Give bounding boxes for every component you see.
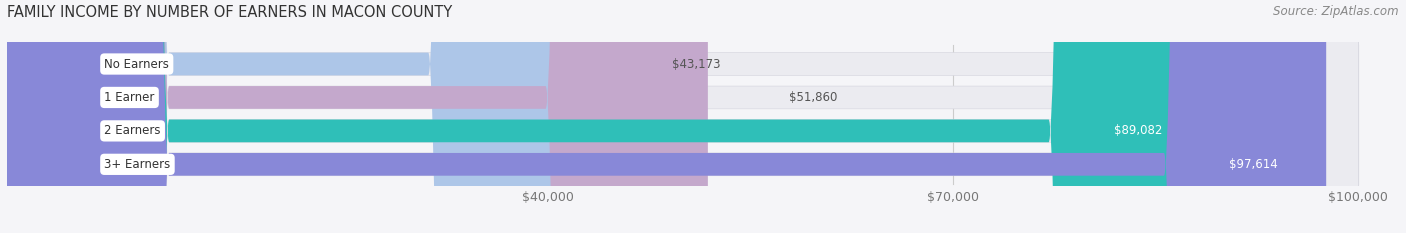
FancyBboxPatch shape xyxy=(7,0,1211,233)
Text: 1 Earner: 1 Earner xyxy=(104,91,155,104)
Text: FAMILY INCOME BY NUMBER OF EARNERS IN MACON COUNTY: FAMILY INCOME BY NUMBER OF EARNERS IN MA… xyxy=(7,5,453,20)
Text: 2 Earners: 2 Earners xyxy=(104,124,160,137)
FancyBboxPatch shape xyxy=(7,0,1358,233)
Text: $89,082: $89,082 xyxy=(1114,124,1163,137)
FancyBboxPatch shape xyxy=(7,0,1358,233)
Text: $97,614: $97,614 xyxy=(1229,158,1278,171)
Text: 3+ Earners: 3+ Earners xyxy=(104,158,170,171)
FancyBboxPatch shape xyxy=(7,0,1326,233)
Text: $51,860: $51,860 xyxy=(789,91,838,104)
FancyBboxPatch shape xyxy=(7,0,1358,233)
Text: No Earners: No Earners xyxy=(104,58,169,71)
FancyBboxPatch shape xyxy=(7,0,707,233)
FancyBboxPatch shape xyxy=(7,0,1358,233)
Text: $43,173: $43,173 xyxy=(672,58,720,71)
FancyBboxPatch shape xyxy=(7,0,591,233)
Text: Source: ZipAtlas.com: Source: ZipAtlas.com xyxy=(1274,5,1399,18)
